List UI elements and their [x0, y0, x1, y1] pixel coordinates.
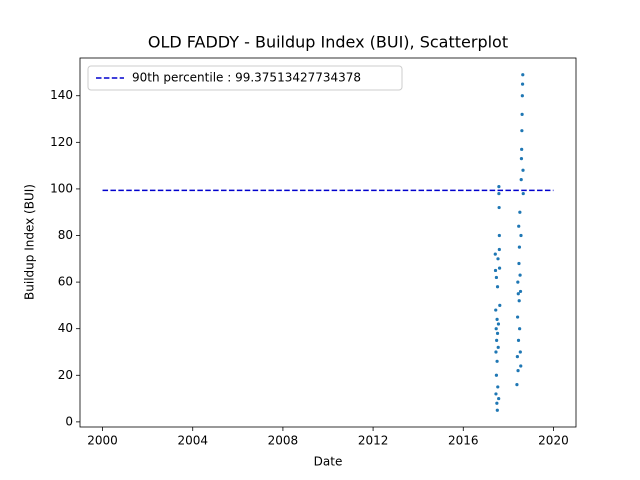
scatter-point	[519, 157, 524, 161]
scatter-point	[518, 273, 522, 277]
scatter-point	[494, 392, 498, 396]
y-tick-label: 20	[58, 368, 73, 382]
scatter-point	[521, 168, 525, 172]
scatter-point	[516, 369, 520, 373]
scatter-point	[494, 373, 499, 377]
x-tick-label: 2012	[358, 434, 389, 448]
scatter-point	[519, 233, 523, 238]
scatter-point	[494, 308, 498, 312]
scatter-point	[497, 266, 502, 270]
scatter-point	[515, 383, 519, 387]
scatter-point	[495, 285, 500, 289]
x-axis-label: Date	[314, 455, 343, 469]
axes-frame	[79, 57, 577, 428]
scatter-point	[515, 355, 519, 359]
scatter-point	[494, 275, 499, 280]
scatter-point	[496, 322, 501, 326]
scatter-point	[495, 359, 499, 363]
scatter-point	[516, 338, 521, 342]
scatter-point	[493, 268, 498, 273]
scatter-point	[516, 280, 520, 284]
scatter-point	[521, 191, 525, 196]
scatter-point	[495, 401, 499, 405]
legend-label: 90th percentile : 99.37513427734378	[132, 71, 361, 85]
scatter-point	[520, 112, 524, 116]
scatter-point	[496, 385, 500, 389]
scatter-point	[518, 327, 522, 331]
y-tick-label: 40	[58, 321, 73, 335]
x-tick-label: 2020	[538, 434, 569, 448]
scatter-point	[517, 245, 522, 249]
scatter-point	[520, 82, 525, 86]
scatter-point	[494, 350, 498, 354]
scatter-point	[495, 338, 499, 342]
scatter-point	[497, 205, 501, 210]
x-tick-label: 2008	[268, 434, 299, 448]
scatter-point	[493, 252, 497, 256]
scatter-point	[498, 303, 502, 307]
y-tick-label: 100	[50, 181, 73, 195]
scatter-point	[517, 299, 521, 303]
scatter-point	[519, 364, 523, 368]
scatter-point	[497, 191, 501, 196]
scatter-point	[518, 210, 522, 214]
chart-title: OLD FADDY - Buildup Index (BUI), Scatter…	[148, 33, 508, 52]
scatter-point	[518, 350, 522, 354]
scatter-point	[496, 257, 500, 261]
scatter-point	[520, 129, 524, 133]
y-tick-label: 120	[50, 135, 73, 149]
scatter-point	[520, 94, 524, 98]
scatter-point	[495, 408, 499, 412]
scatter-point	[495, 331, 500, 335]
scatter-point	[521, 73, 525, 77]
x-tick-label: 2016	[448, 434, 479, 448]
scatter-point	[516, 315, 520, 319]
scatter-point	[497, 396, 501, 401]
y-tick-label: 60	[58, 275, 73, 289]
y-tick-label: 140	[50, 88, 73, 102]
scatter-point	[517, 261, 521, 266]
scatter-point	[519, 178, 523, 182]
scatter-point	[494, 327, 498, 331]
scatter-point	[520, 147, 524, 151]
scatter-point	[495, 317, 499, 321]
y-axis-label: Buildup Index (BUI)	[23, 184, 37, 300]
y-tick-label: 80	[58, 228, 73, 242]
scatter-point	[518, 289, 523, 294]
scatter-point	[517, 224, 521, 228]
legend-box	[87, 65, 403, 91]
y-tick-label: 0	[65, 414, 73, 428]
x-tick-label: 2000	[87, 434, 118, 448]
scatter-point	[496, 345, 500, 349]
x-tick-label: 2004	[177, 434, 208, 448]
scatter-point	[516, 292, 520, 296]
scatter-point	[497, 184, 501, 189]
scatter-point	[497, 233, 501, 238]
scatter-point	[497, 247, 501, 252]
